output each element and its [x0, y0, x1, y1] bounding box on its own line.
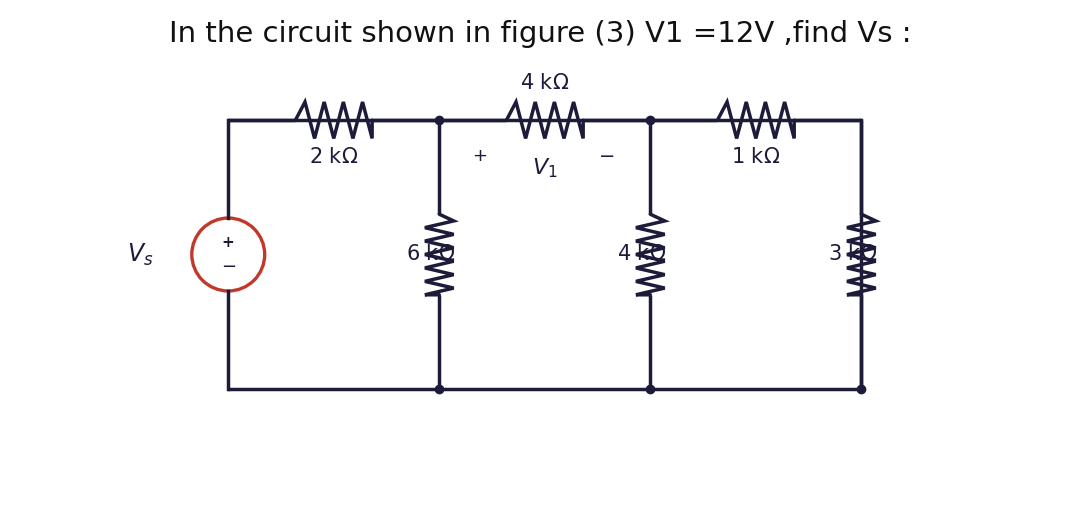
Text: $V_1$: $V_1$: [532, 157, 557, 180]
Text: 2 k$\Omega$: 2 k$\Omega$: [309, 147, 359, 167]
Text: $V_s$: $V_s$: [127, 241, 153, 268]
Text: 1 k$\Omega$: 1 k$\Omega$: [731, 147, 781, 167]
Text: 4 k$\Omega$: 4 k$\Omega$: [617, 244, 666, 265]
Text: +: +: [221, 235, 234, 249]
Text: In the circuit shown in figure (3) V1 =12V ,find Vs :: In the circuit shown in figure (3) V1 =1…: [168, 20, 912, 48]
Text: +: +: [472, 147, 487, 165]
Text: −: −: [220, 258, 235, 276]
Text: 4 k$\Omega$: 4 k$\Omega$: [521, 73, 569, 93]
Text: 6 k$\Omega$: 6 k$\Omega$: [406, 244, 455, 265]
Text: −: −: [599, 147, 616, 166]
Text: 3 k$\Omega$: 3 k$\Omega$: [827, 244, 877, 265]
